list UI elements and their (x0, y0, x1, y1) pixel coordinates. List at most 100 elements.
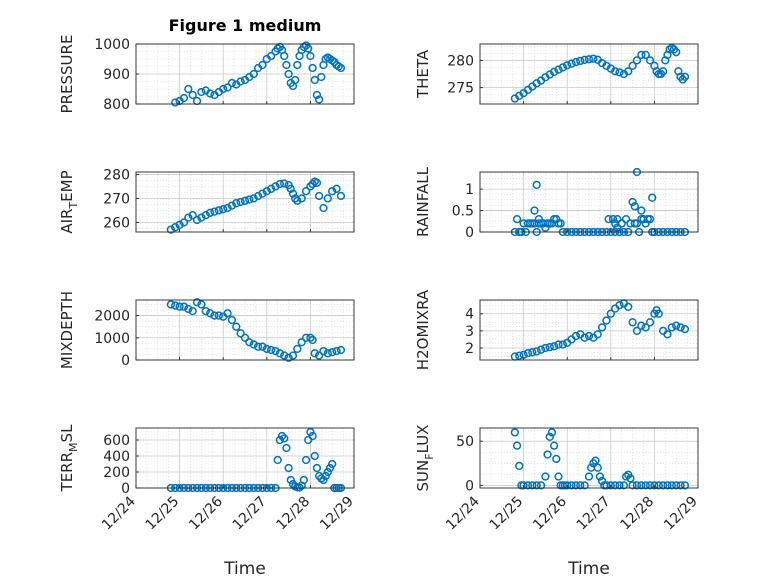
data-point (171, 223, 180, 232)
y-tick-label: 280 (447, 53, 474, 69)
y-tick-label: 2000 (94, 309, 130, 325)
data-point (613, 223, 622, 232)
data-point (188, 90, 197, 100)
data-point (332, 184, 341, 193)
data-point (321, 471, 330, 481)
axes-frame (479, 299, 699, 361)
data-point (637, 50, 646, 60)
data-point (171, 98, 180, 107)
data-point (297, 194, 306, 203)
data-point (567, 481, 576, 490)
data-point (567, 59, 576, 68)
data-point (277, 431, 287, 441)
data-point (232, 322, 241, 331)
data-point (280, 434, 289, 443)
data-point (523, 348, 533, 358)
data-point (637, 214, 646, 224)
data-point (308, 431, 317, 441)
data-point (227, 315, 237, 325)
data-point (275, 179, 285, 189)
data-point (602, 481, 611, 490)
data-point (240, 333, 250, 342)
data-point (637, 481, 646, 490)
data-point (611, 219, 620, 228)
data-point (275, 435, 285, 445)
data-point (637, 321, 646, 330)
y-axis-label: TERRMSL (58, 424, 80, 493)
y-tick-label: 0 (465, 225, 474, 241)
data-point (336, 191, 346, 201)
data-point (576, 481, 585, 490)
y-tick-label: 1000 (94, 331, 130, 347)
data-point (232, 199, 241, 208)
data-point (532, 180, 541, 190)
data-point (512, 214, 522, 224)
data-point (284, 353, 293, 362)
data-point (284, 463, 293, 473)
data-point (541, 472, 550, 481)
data-point (584, 472, 594, 481)
axes-frame (135, 299, 355, 361)
data-point (245, 195, 254, 204)
data-point (293, 344, 302, 354)
data-point (184, 304, 193, 314)
data-point (563, 481, 572, 490)
data-point (312, 90, 322, 100)
y-tick-label: 0 (121, 353, 130, 369)
data-point (571, 57, 581, 67)
data-point (615, 68, 624, 77)
data-point (328, 459, 337, 469)
series-markers (510, 299, 690, 361)
data-point (630, 202, 639, 211)
data-point (306, 51, 315, 61)
series-markers (510, 428, 690, 490)
data-point (267, 51, 276, 61)
data-point (301, 187, 311, 196)
data-point (179, 93, 189, 103)
y-tick-label: 2 (465, 341, 474, 357)
x-tick-label: 12/24 (99, 493, 139, 533)
data-point (549, 441, 559, 450)
data-point (184, 213, 193, 222)
data-point (549, 67, 559, 76)
data-point (179, 302, 189, 311)
data-point (523, 481, 533, 490)
data-point (580, 55, 589, 64)
data-point (280, 351, 289, 360)
data-point (637, 206, 646, 215)
data-point (541, 343, 550, 353)
data-point (262, 187, 271, 196)
y-tick-label: 280 (103, 167, 130, 183)
y-tick-label: 1000 (94, 37, 130, 53)
data-point (611, 481, 620, 490)
data-point (306, 182, 315, 191)
data-point (175, 220, 184, 229)
data-point (532, 347, 541, 356)
data-point (595, 472, 605, 481)
data-point (236, 197, 245, 207)
x-axis-label-left: Time (223, 559, 266, 579)
data-point (528, 348, 537, 357)
subplot-5: 0 1000 2000 MIXDEPTH (58, 291, 355, 369)
data-point (297, 338, 306, 347)
subplot-6: 234 H2OMIXRA (414, 289, 699, 370)
axes-frame (479, 171, 699, 233)
y-tick-label: 3 (465, 324, 474, 340)
x-axis-label-right: Time (567, 559, 610, 579)
data-point (676, 323, 685, 332)
data-point (328, 187, 337, 196)
data-point (188, 306, 197, 316)
y-tick-label: 0 (121, 481, 130, 497)
data-point (628, 197, 637, 207)
data-point (293, 60, 302, 70)
data-point (645, 214, 655, 224)
x-tick-label: 12/27 (230, 494, 270, 534)
data-point (236, 77, 245, 86)
data-point (606, 309, 615, 318)
x-tick-label: 12/29 (317, 494, 357, 534)
data-point (626, 474, 635, 483)
data-point (641, 219, 650, 228)
data-point (534, 214, 544, 224)
data-point (547, 428, 557, 437)
